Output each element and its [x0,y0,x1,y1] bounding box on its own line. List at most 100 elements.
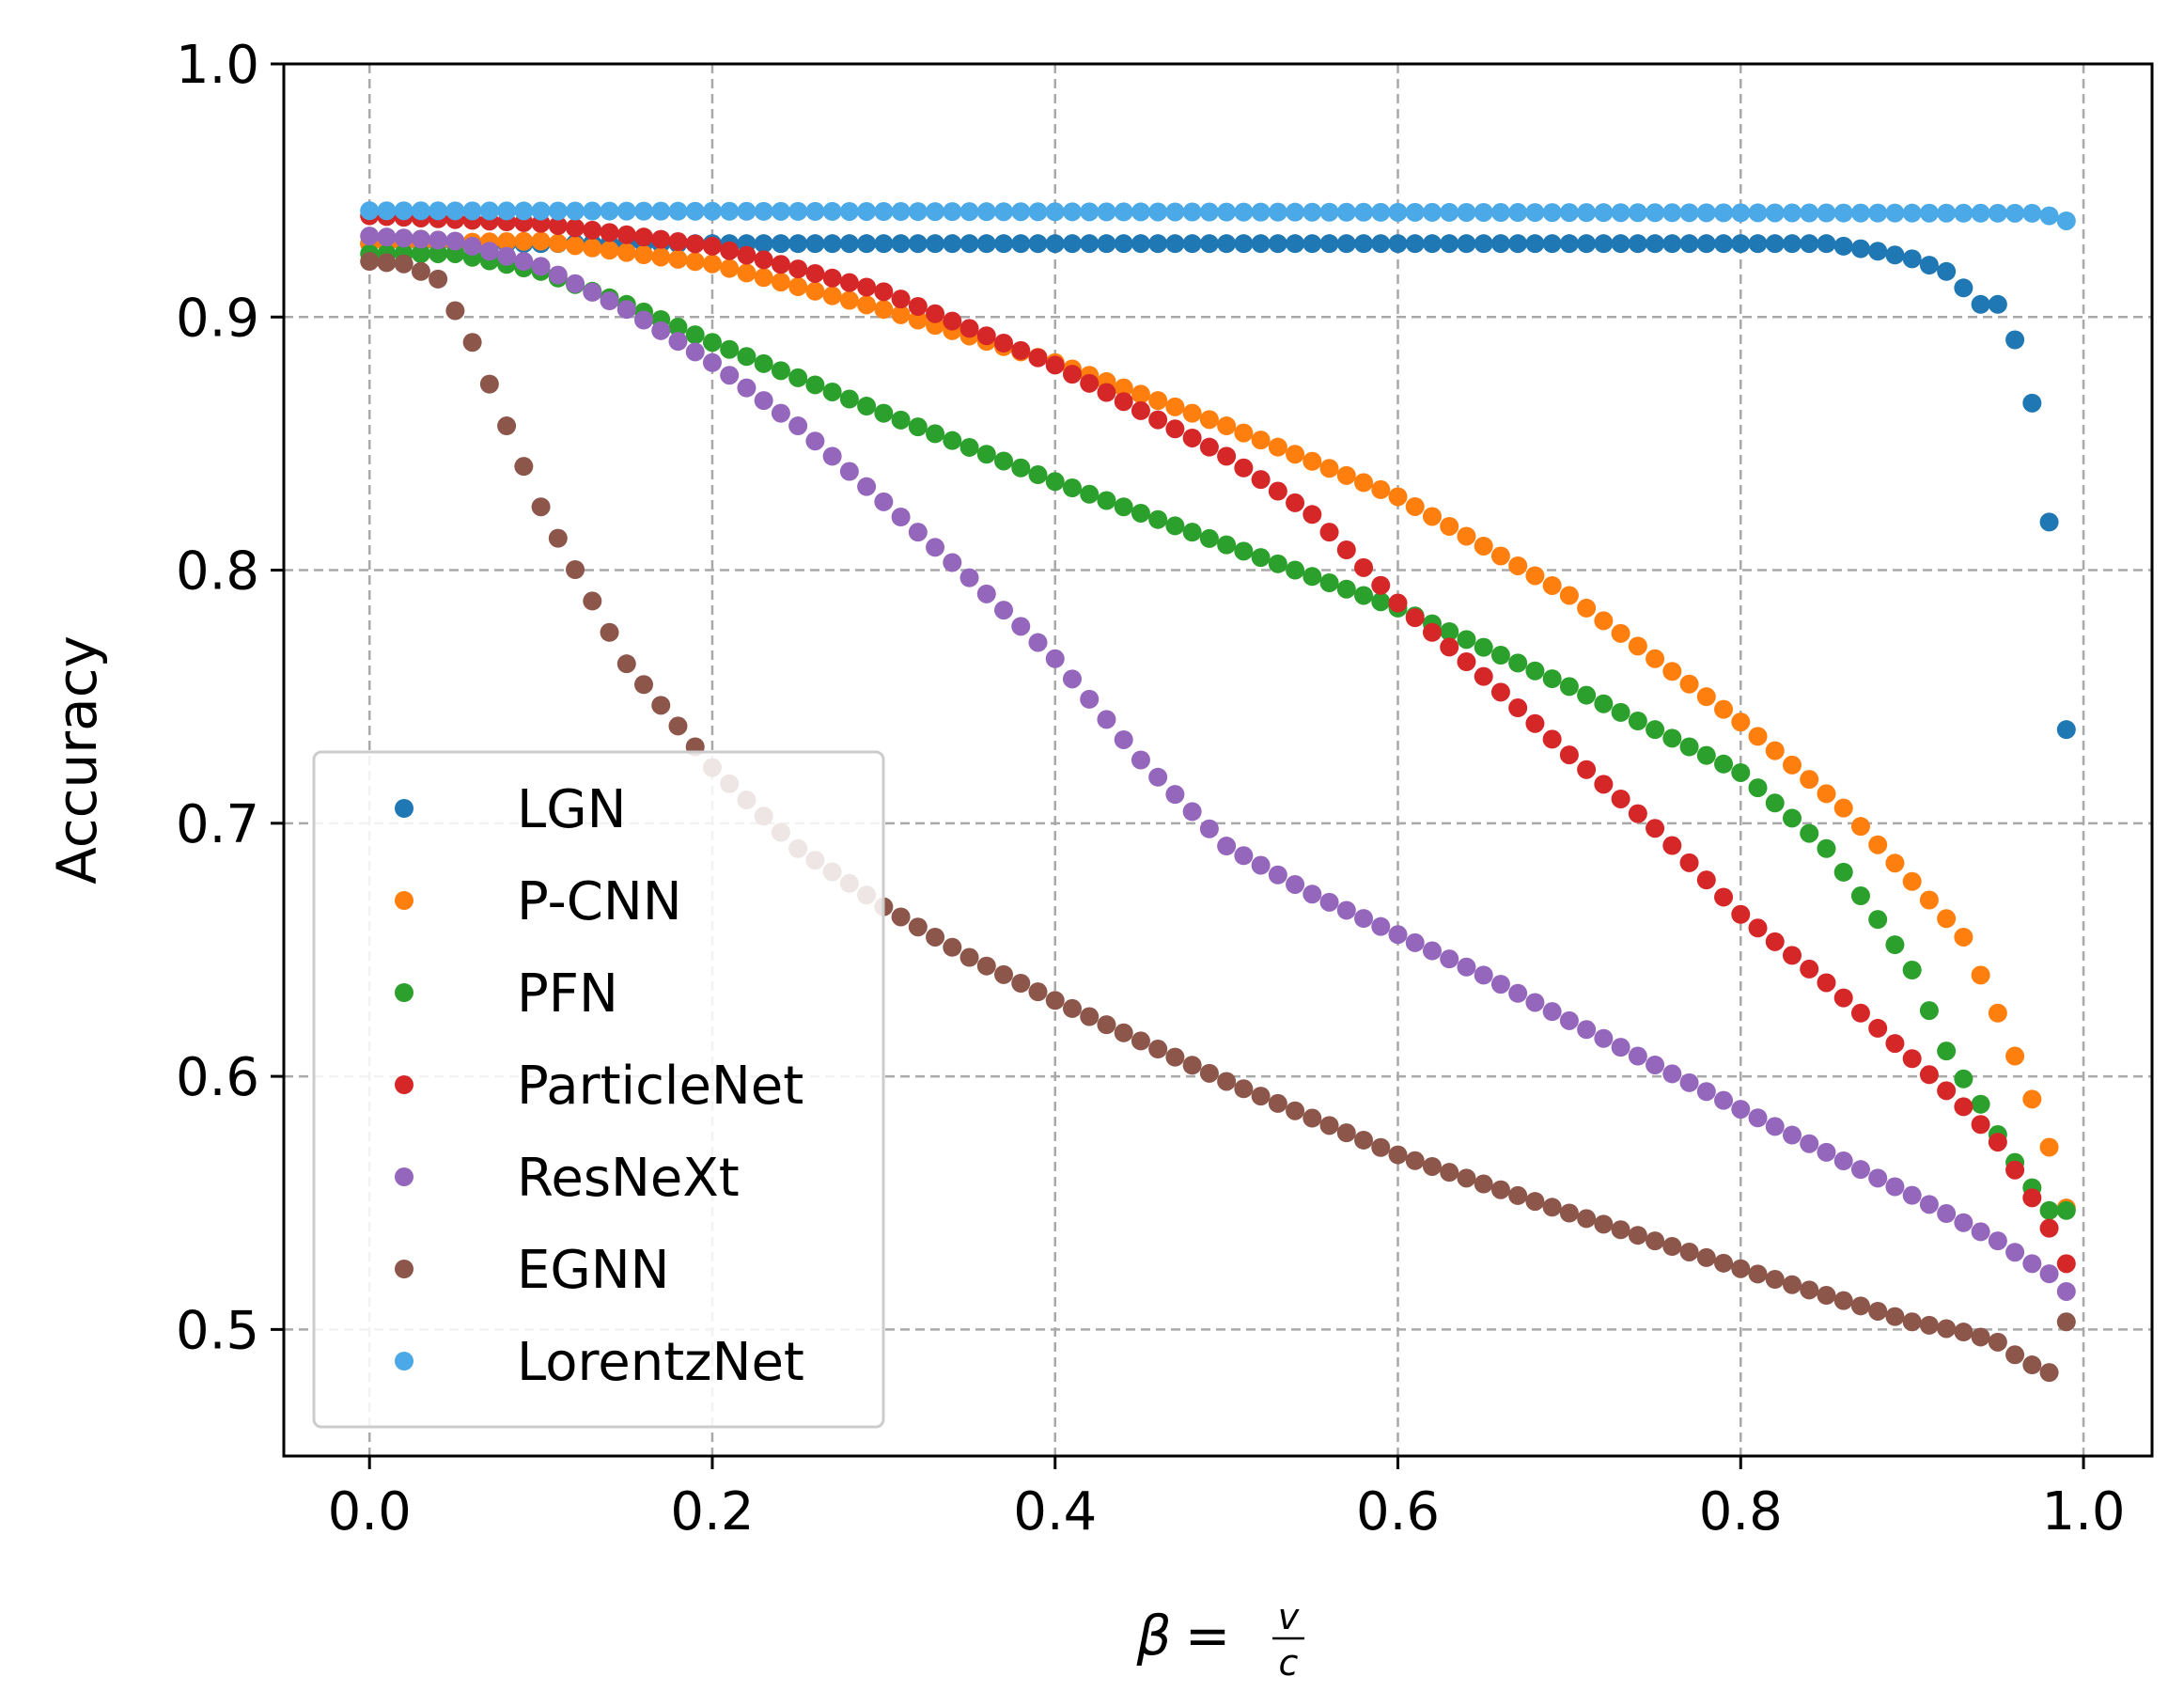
legend-box [312,750,885,1429]
data-point [754,268,773,288]
data-point [1817,234,1836,254]
data-point [1388,925,1408,945]
data-point [1731,203,1751,223]
data-point [1440,1163,1459,1182]
data-point [1062,998,1082,1018]
data-point [1268,1093,1287,1113]
data-point [1850,1296,1870,1316]
data-point [1148,1040,1168,1059]
data-point [1782,203,1802,223]
data-point [1937,1081,1957,1101]
data-point [1833,1151,1853,1171]
data-point [583,282,602,302]
data-point [2039,1264,2059,1284]
data-point [685,325,705,345]
data-point [566,274,585,293]
data-point [1662,234,1682,254]
data-point [1490,975,1510,994]
data-point [1405,608,1425,628]
data-point [1080,484,1100,504]
data-point [1371,479,1391,499]
data-point [1097,234,1116,254]
data-point [1028,633,1048,652]
data-point [908,234,928,254]
data-point [994,202,1014,222]
data-point [1268,437,1287,457]
data-point [1988,1003,2007,1023]
data-point [1354,202,1374,222]
data-point [1405,234,1425,254]
data-point [926,538,945,557]
data-point [1234,458,1254,478]
legend-label: EGNN [517,1240,670,1301]
data-point [1954,1323,1973,1342]
data-point [1097,1015,1116,1035]
data-point [548,265,568,285]
legend-entries: LGN P-CNN PFN ParticleNet ResNeXt EGNN Lorentz… [395,779,804,1393]
data-point [600,201,619,221]
data-point [908,417,928,437]
data-point [566,218,585,238]
data-point [702,333,722,352]
data-point [1319,1116,1339,1135]
data-point [1850,886,1870,906]
legend-label: ParticleNet [517,1056,803,1117]
data-point [1303,885,1322,904]
data-point [1594,1028,1614,1048]
data-point [1251,431,1271,450]
data-point [822,446,842,466]
data-point [702,236,722,256]
data-point [1336,540,1356,560]
data-point [497,416,517,436]
data-point [479,242,499,261]
data-point [2022,393,2042,413]
data-point [1045,202,1065,222]
data-point [1748,727,1768,746]
data-point [1954,1069,1973,1088]
data-point [1457,652,1476,672]
data-point [1268,202,1287,222]
data-point [2039,1218,2059,1238]
data-point [1885,245,1905,265]
data-point [2005,1345,2025,1365]
x-tick-label: 1.0 [2042,1481,2126,1543]
data-point [720,339,740,359]
data-point [377,227,397,247]
data-point [1148,202,1168,222]
y-tick-label: 0.9 [176,288,259,349]
data-point [1696,234,1716,254]
data-point [1080,1007,1100,1026]
data-point [1937,1319,1957,1339]
data-point [1234,234,1254,254]
data-point [1833,203,1853,223]
data-point [2005,1243,2025,1262]
data-point [445,201,465,221]
y-tick-label: 0.8 [176,541,259,603]
data-point [1474,666,1493,686]
data-point [1714,234,1734,254]
data-point [1508,203,1528,223]
data-point [566,560,585,580]
data-point [737,201,757,221]
data-point [514,201,534,221]
data-point [1354,1130,1374,1150]
x-axis-label-numerator: v [1278,1596,1300,1637]
data-point [651,229,671,249]
data-point [943,202,962,222]
data-point [1542,669,1562,689]
data-point [616,225,636,244]
data-point [2056,1281,2076,1301]
data-point [1234,846,1254,866]
data-point [514,457,534,477]
data-point [1594,1214,1614,1234]
data-point [1045,355,1065,375]
y-tick-label: 0.6 [176,1047,259,1108]
data-point [1679,1073,1699,1092]
data-point [668,201,688,221]
x-axis-label-symbol: β [1135,1604,1171,1668]
data-point [1850,203,1870,223]
data-point [1800,770,1819,790]
data-point [1628,1226,1647,1245]
data-point [583,591,602,611]
